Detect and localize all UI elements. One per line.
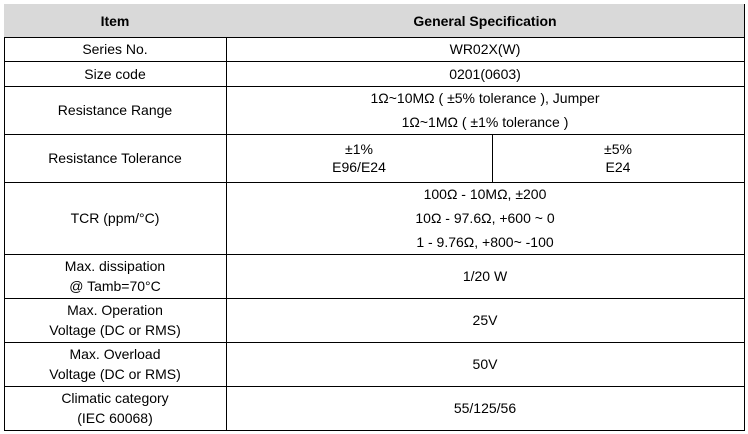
header-cell: Item — [4, 4, 227, 38]
row-label: Resistance Range — [4, 86, 227, 135]
cell-text: WR02X(W) — [449, 41, 521, 57]
row-value: 1/20 W — [226, 254, 745, 299]
row-label: Climatic category (IEC 60068) — [4, 386, 227, 431]
row-value: WR02X(W) — [226, 37, 745, 62]
cell-text: 50V — [472, 356, 498, 372]
cell-text: Resistance Range — [57, 102, 173, 118]
row-label: Resistance Tolerance — [4, 134, 227, 183]
cell-text: 10Ω - 97.6Ω, +600 ~ 0 — [415, 210, 555, 226]
cell-text: E96/E24 — [332, 159, 386, 175]
row-value: 0201(0603) — [226, 61, 745, 87]
cell-text: ±1% — [345, 141, 373, 157]
row-label: Max. Operation Voltage (DC or RMS) — [4, 298, 227, 343]
row-label: TCR (ppm/°C) — [4, 182, 227, 255]
cell-text: 0201(0603) — [449, 65, 521, 82]
row-value: ±5% E24 — [492, 134, 745, 183]
spec-table: Item General Specification Series No. WR02X… — [4, 4, 745, 431]
cell-text: 1 - 9.76Ω, +800~ -100 — [416, 234, 554, 250]
cell-text: TCR (ppm/°C) — [70, 210, 160, 226]
row-value: 55/125/56 — [226, 386, 745, 431]
row-value: 50V — [226, 342, 745, 387]
cell-text: 1/20 W — [462, 268, 508, 284]
cell-text: Max. dissipation — [64, 258, 166, 274]
row-value: 25V — [226, 298, 745, 343]
row-label: Max. Overload Voltage (DC or RMS) — [4, 342, 227, 387]
cell-text: Resistance Tolerance — [48, 150, 182, 166]
cell-text: Series No. — [82, 41, 148, 57]
cell-text: 1Ω~10MΩ ( ±5% tolerance ), Jumper — [370, 90, 600, 106]
cell-text: Voltage (DC or RMS) — [49, 366, 181, 382]
row-label: Max. dissipation @ Tamb=70°C — [4, 254, 227, 299]
header-cell: General Specification — [226, 4, 745, 38]
row-label: Size code — [4, 61, 227, 87]
cell-text: Max. Overload — [69, 346, 161, 362]
cell-text: @ Tamb=70°C — [69, 278, 161, 294]
cell-text: General Specification — [413, 12, 557, 29]
cell-text: 25V — [472, 312, 498, 328]
cell-text: ±5% — [604, 141, 632, 157]
cell-text: Max. Operation — [67, 302, 163, 318]
cell-text: Voltage (DC or RMS) — [49, 322, 181, 338]
cell-text: Item — [100, 12, 130, 29]
row-value: 100Ω - 10MΩ, ±200 10Ω - 97.6Ω, +600 ~ 0 1 … — [226, 182, 745, 255]
cell-text: Size code — [84, 65, 146, 82]
cell-text: 100Ω - 10MΩ, ±200 — [423, 186, 547, 202]
row-value: ±1% E96/E24 — [226, 134, 493, 183]
row-label: Series No. — [4, 37, 227, 62]
cell-text: E24 — [605, 159, 631, 175]
cell-text: (IEC 60068) — [77, 410, 153, 426]
cell-text: Climatic category — [61, 390, 169, 406]
cell-text: 1Ω~1MΩ ( ±1% tolerance ) — [401, 114, 569, 130]
row-value: 1Ω~10MΩ ( ±5% tolerance ), Jumper 1Ω~1MΩ … — [226, 86, 745, 135]
cell-text: 55/125/56 — [453, 400, 517, 416]
